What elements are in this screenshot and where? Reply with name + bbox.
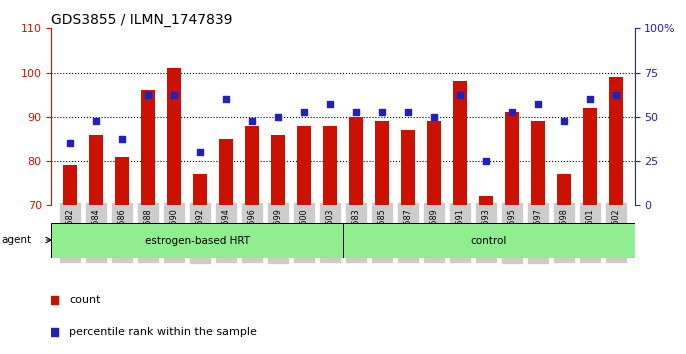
Bar bbox=[609, 77, 624, 205]
Text: estrogen-based HRT: estrogen-based HRT bbox=[145, 236, 250, 246]
Bar bbox=[349, 117, 363, 205]
Text: percentile rank within the sample: percentile rank within the sample bbox=[69, 327, 257, 337]
Point bbox=[246, 118, 257, 124]
Point bbox=[584, 96, 595, 102]
Point bbox=[64, 141, 75, 146]
Bar bbox=[88, 135, 103, 205]
Text: control: control bbox=[471, 236, 507, 246]
Text: count: count bbox=[69, 295, 100, 305]
Point bbox=[194, 149, 205, 155]
Point bbox=[611, 92, 622, 97]
Point bbox=[429, 114, 440, 120]
Text: GDS3855 / ILMN_1747839: GDS3855 / ILMN_1747839 bbox=[51, 13, 233, 27]
Bar bbox=[557, 174, 571, 205]
Bar bbox=[479, 196, 493, 205]
Bar bbox=[427, 121, 441, 205]
Point bbox=[91, 118, 102, 124]
Point bbox=[455, 92, 466, 97]
Point bbox=[218, 204, 229, 210]
Bar bbox=[505, 112, 519, 205]
Bar bbox=[245, 126, 259, 205]
Point bbox=[351, 110, 362, 115]
Point bbox=[298, 110, 309, 115]
Bar bbox=[219, 139, 233, 205]
Bar bbox=[531, 121, 545, 205]
Bar bbox=[167, 68, 181, 205]
Point bbox=[142, 92, 153, 97]
Point bbox=[324, 101, 335, 106]
Bar bbox=[62, 165, 77, 205]
Bar bbox=[323, 126, 337, 205]
Bar bbox=[343, 223, 635, 258]
Bar bbox=[115, 156, 129, 205]
Point bbox=[481, 158, 492, 164]
Bar bbox=[193, 174, 207, 205]
Bar bbox=[141, 90, 155, 205]
Bar bbox=[271, 135, 285, 205]
Point bbox=[272, 114, 283, 120]
Point bbox=[559, 118, 570, 124]
Bar bbox=[297, 126, 311, 205]
Bar bbox=[453, 81, 467, 205]
Bar bbox=[583, 108, 598, 205]
Bar bbox=[375, 121, 389, 205]
Point bbox=[533, 101, 544, 106]
Point bbox=[220, 96, 231, 102]
Bar bbox=[401, 130, 415, 205]
Point bbox=[377, 110, 388, 115]
Bar bbox=[51, 223, 343, 258]
Point bbox=[507, 110, 518, 115]
Point bbox=[116, 136, 127, 142]
Point bbox=[403, 110, 414, 115]
Text: agent: agent bbox=[1, 235, 32, 245]
Point bbox=[168, 92, 179, 97]
